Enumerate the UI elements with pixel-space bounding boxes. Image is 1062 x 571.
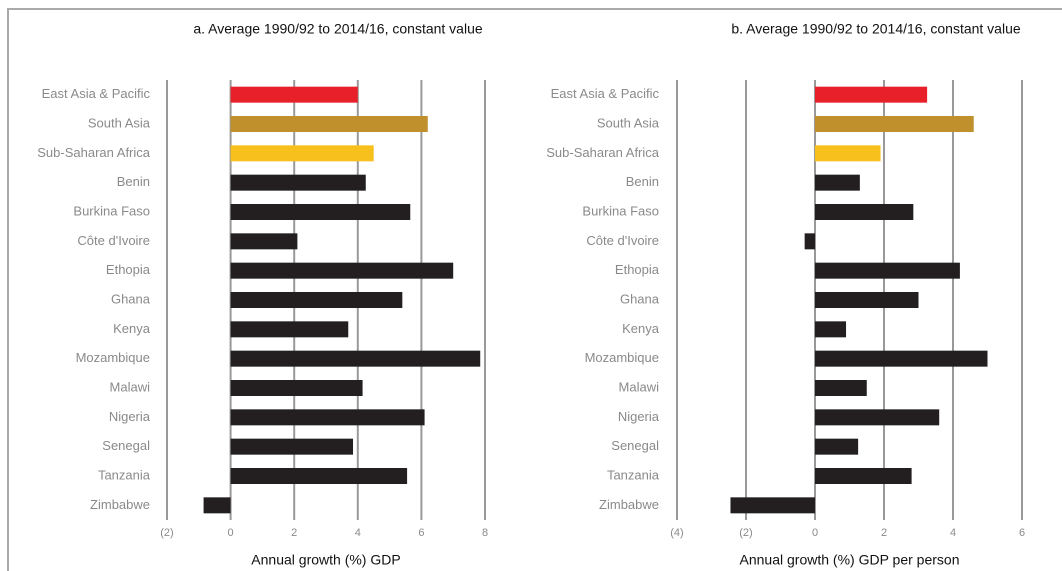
bar (230, 438, 354, 455)
y-tick-label: South Asia (597, 115, 660, 130)
y-tick-label: East Asia & Pacific (551, 86, 660, 101)
y-tick-label: Malawi (110, 379, 151, 394)
bar (815, 380, 867, 396)
x-tick-label: 0 (228, 527, 234, 539)
bar (815, 204, 914, 220)
x-tick-label: 2 (881, 527, 887, 539)
bar (203, 497, 231, 514)
y-tick-label: Sub-Saharan Africa (546, 145, 660, 160)
bar (230, 86, 358, 103)
bar (230, 409, 425, 426)
y-tick-label: Zimbabwe (599, 497, 659, 512)
x-tick-label: 6 (418, 527, 424, 539)
bar (230, 468, 408, 484)
y-tick-label: Ghana (620, 291, 660, 306)
x-tick-label: 4 (355, 527, 361, 539)
x-tick-label: (4) (670, 527, 683, 539)
y-tick-label: Nigeria (109, 409, 151, 424)
bar (230, 145, 374, 162)
bar (815, 350, 988, 367)
chart-title: a. Average 1990/92 to 2014/16, constant … (193, 21, 483, 37)
bar (804, 233, 815, 250)
bar (815, 86, 928, 103)
y-tick-label: Ghana (111, 291, 151, 306)
bar (230, 233, 298, 250)
y-tick-label: Tanzania (98, 467, 151, 482)
y-tick-label: Côte d'Ivoire (77, 233, 150, 248)
y-tick-label: Senegal (102, 438, 150, 453)
x-tick-label: 4 (950, 527, 956, 539)
y-tick-label: Kenya (622, 321, 660, 336)
y-tick-label: South Asia (88, 115, 151, 130)
x-axis-label: Annual growth (%) GDP (251, 552, 400, 568)
bar (730, 497, 815, 514)
x-tick-label: 2 (291, 527, 297, 539)
bar (230, 321, 349, 338)
y-tick-label: Sub-Saharan Africa (37, 145, 151, 160)
bar (815, 174, 860, 191)
x-tick-label: 8 (482, 527, 488, 539)
x-tick-label: (2) (160, 527, 173, 539)
bar (815, 468, 912, 484)
y-tick-label: Tanzania (607, 467, 660, 482)
y-tick-label: Senegal (611, 438, 659, 453)
x-tick-label: 0 (812, 527, 818, 539)
bar (230, 350, 481, 367)
bar (815, 116, 974, 132)
y-tick-label: Côte d'Ivoire (586, 233, 659, 248)
y-tick-label: Burkina Faso (73, 203, 150, 218)
bar (230, 262, 454, 279)
x-tick-label: (2) (739, 527, 752, 539)
y-tick-label: Mozambique (76, 350, 150, 365)
bar (230, 174, 366, 191)
bar (230, 292, 403, 308)
frame (7, 8, 1062, 571)
bar (230, 380, 363, 396)
bar (815, 438, 859, 455)
y-tick-label: Benin (626, 174, 659, 189)
y-tick-label: Mozambique (585, 350, 659, 365)
y-tick-label: Nigeria (618, 409, 660, 424)
bar (815, 292, 919, 308)
x-tick-label: 6 (1019, 527, 1025, 539)
bar (815, 262, 960, 279)
bar (815, 145, 881, 162)
y-tick-label: Zimbabwe (90, 497, 150, 512)
y-tick-label: Burkina Faso (582, 203, 659, 218)
bar (230, 116, 428, 132)
y-tick-label: Benin (117, 174, 150, 189)
y-tick-label: Ethopia (106, 262, 151, 277)
bar (230, 204, 411, 220)
chart-title: b. Average 1990/92 to 2014/16, constant … (731, 21, 1021, 37)
y-tick-label: East Asia & Pacific (42, 86, 151, 101)
y-tick-label: Malawi (619, 379, 660, 394)
bar (815, 409, 940, 426)
y-tick-label: Kenya (113, 321, 151, 336)
x-axis-label: Annual growth (%) GDP per person (740, 552, 960, 568)
y-tick-label: Ethopia (615, 262, 660, 277)
bar (815, 321, 847, 338)
